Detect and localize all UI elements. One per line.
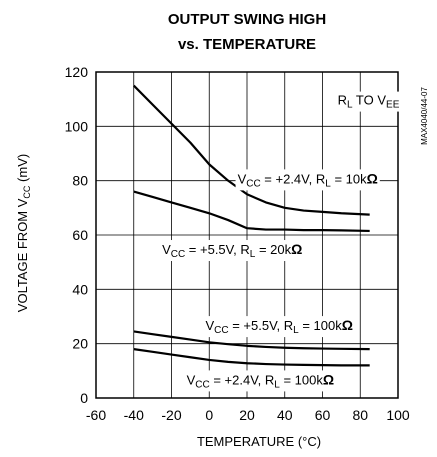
annotation-part: TO V — [353, 93, 387, 108]
annotation-part: = 100k — [299, 318, 343, 333]
x-tick-labels: -60 -40 -20 0 20 40 60 80 100 — [86, 407, 410, 423]
series-lines — [132, 84, 370, 367]
annotation-a2: VCC = +5.5V, RL = 20kΩ — [162, 241, 302, 260]
annotation-part: L — [250, 249, 256, 260]
annotation-background — [160, 240, 305, 262]
annotation-part: = +2.4V, R — [261, 171, 326, 186]
y-tick-label: 60 — [72, 227, 88, 243]
annotation-background — [184, 370, 337, 392]
annotation-part: L — [274, 379, 280, 390]
x-tick-label: 40 — [277, 407, 293, 423]
annotation-part: EE — [386, 100, 400, 111]
annotation-part: L — [293, 325, 299, 336]
annotation-part: = +5.5V, R — [229, 318, 294, 333]
x-tick-label: -60 — [86, 407, 106, 423]
x-axis-label: TEMPERATURE (°C) — [197, 434, 321, 449]
chart-title-line1: OUTPUT SWING HIGH — [168, 11, 326, 28]
annotation-part: = 100k — [280, 372, 324, 387]
annotation-part: CC — [246, 178, 260, 189]
y-axis-label-tail: (mV) — [15, 154, 30, 186]
series-line-2 — [133, 190, 370, 233]
annotation-part: V — [187, 372, 196, 387]
x-tick-label: 0 — [205, 407, 213, 423]
annotation-part: CC — [214, 325, 228, 336]
x-tick-label: -40 — [124, 407, 144, 423]
x-tick-label: -20 — [161, 407, 181, 423]
x-tick-label: 80 — [352, 407, 368, 423]
annotation-part: CC — [171, 249, 185, 260]
annotation-a4: VCC = +2.4V, RL = 100kΩ — [187, 371, 335, 390]
y-axis-label-sub: CC — [22, 185, 32, 198]
annotation-part: L — [347, 100, 353, 111]
series-line-4 — [133, 348, 370, 367]
annotation-part: V — [205, 318, 214, 333]
annotation-a1: VCC = +2.4V, RL = 10kΩ — [238, 170, 378, 189]
y-tick-label: 20 — [72, 336, 88, 352]
y-axis-label-main: VOLTAGE FROM V — [15, 198, 30, 312]
annotation-rl-to-vee: RL TO VEE — [338, 93, 400, 111]
series-line-1 — [132, 84, 370, 216]
grid — [96, 72, 398, 398]
annotation-part: L — [325, 178, 331, 189]
annotation-part: = +5.5V, R — [185, 242, 250, 257]
y-tick-label: 0 — [80, 390, 88, 406]
annotation-background — [335, 91, 402, 112]
y-tick-label: 40 — [72, 281, 88, 297]
annotation-part: Ω — [291, 241, 302, 257]
annotation-part: Ω — [367, 170, 378, 186]
annotation-part: V — [162, 242, 171, 257]
annotation-part: Ω — [342, 317, 353, 333]
series-line-3 — [133, 330, 370, 351]
annotation-background — [203, 316, 355, 338]
y-tick-labels: 0 20 40 60 80 100 120 — [65, 64, 89, 406]
x-tick-label: 20 — [239, 407, 255, 423]
y-tick-label: 120 — [65, 64, 89, 80]
annotation-background — [235, 169, 380, 191]
annotation-part: = +2.4V, R — [210, 372, 275, 387]
y-tick-label: 80 — [72, 173, 88, 189]
x-tick-label: 60 — [315, 407, 331, 423]
y-axis-label: VOLTAGE FROM VCC (mV) — [15, 154, 32, 312]
annotation-part: Ω — [323, 371, 334, 387]
annotation-part: V — [238, 171, 247, 186]
y-tick-label: 100 — [65, 118, 89, 134]
annotation-part: R — [338, 93, 347, 108]
annotation-part: = 10k — [331, 171, 367, 186]
annotation-a3: VCC = +5.5V, RL = 100kΩ — [205, 317, 353, 336]
annotation-part: = 20k — [255, 242, 291, 257]
chart-title-line2: vs. TEMPERATURE — [178, 36, 316, 53]
annotation-part: CC — [195, 379, 209, 390]
plot-frame — [95, 71, 399, 399]
x-tick-label: 100 — [386, 407, 410, 423]
side-part-label: MAX4040/44-07 — [420, 87, 429, 145]
